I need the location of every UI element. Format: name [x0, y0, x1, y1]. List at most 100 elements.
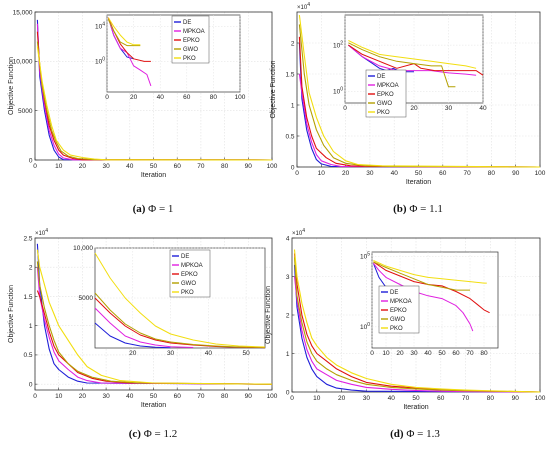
x-tick-label: 40 — [126, 393, 134, 400]
y-tick-label: 2 — [291, 40, 295, 47]
x-tick-label: 80 — [221, 163, 229, 170]
series-line-gwo — [36, 41, 273, 161]
legend-label-gwo: GWO — [181, 281, 196, 287]
legend-label-epko: EPKO — [183, 38, 200, 44]
x-tick-label: 30 — [366, 170, 374, 177]
inset-x-tick-label: 20 — [129, 350, 137, 357]
x-tick-label: 80 — [487, 395, 495, 402]
y-tick-label: 1 — [286, 351, 290, 358]
x-tick-label: 10 — [55, 163, 63, 170]
inset-x-tick-label: 0 — [105, 94, 109, 101]
series-line-gwo — [36, 261, 273, 385]
inset-series-line-epko — [373, 261, 490, 314]
x-tick-label: 60 — [437, 395, 445, 402]
x-tick-label: 60 — [439, 170, 447, 177]
y-tick-label: 2.5 — [23, 235, 32, 242]
y-tick-label: 1.5 — [285, 71, 294, 78]
inset-x-tick-label: 40 — [157, 94, 165, 101]
inset-series-line-mpkoa — [373, 262, 474, 332]
panel-caption: (d) Φ = 1.3 — [390, 428, 440, 440]
x-tick-label: 20 — [79, 163, 87, 170]
series-line-epko — [298, 36, 541, 168]
inset-x-tick-label: 50 — [438, 350, 446, 357]
x-tick-label: 90 — [245, 393, 253, 400]
panel-caption: (c) Φ = 1.2 — [129, 428, 177, 440]
axis-exponent: ×104 — [292, 228, 305, 237]
series-line-de — [298, 42, 541, 168]
inset-x-tick-label: 10 — [382, 350, 390, 357]
legend-label-gwo: GWO — [390, 317, 405, 323]
x-axis-label: Iteration — [403, 404, 428, 411]
caption-equation: Φ = 1.2 — [144, 428, 178, 440]
x-tick-label: 100 — [267, 163, 278, 170]
inset-series-line-pko — [348, 40, 477, 69]
inset-series-line-gwo — [107, 19, 141, 47]
y-tick-label: 1 — [29, 323, 33, 330]
x-tick-label: 20 — [342, 170, 350, 177]
legend-label-de: DE — [390, 290, 398, 296]
inset-x-tick-label: 0 — [370, 350, 374, 357]
series-line-pko — [293, 249, 541, 393]
axis-exponent: ×104 — [35, 228, 48, 237]
legend-label-pko: PKO — [377, 110, 390, 116]
x-tick-label: 30 — [102, 163, 110, 170]
chart-panel-3: 0 10 20 30 40 50 60 70 80 90 100 0 0.5 1 1.5 2 2.5×104 It… — [8, 228, 278, 440]
y-tick-label: 0.5 — [285, 133, 294, 140]
inset-series-line-pko — [373, 260, 487, 284]
x-tick-label: 100 — [535, 170, 546, 177]
x-tick-label: 60 — [174, 163, 182, 170]
x-tick-label: 40 — [388, 395, 396, 402]
y-tick-label: 2 — [29, 265, 33, 272]
x-tick-label: 10 — [318, 170, 326, 177]
caption-equation: Φ = 1 — [148, 203, 173, 215]
y-tick-label: 5000 — [18, 108, 33, 115]
inset-x-tick-label: 50 — [242, 350, 250, 357]
inset-x-tick-label: 20 — [130, 94, 138, 101]
x-axis-label: Iteration — [406, 179, 431, 186]
caption-equation: Φ = 1.3 — [406, 428, 440, 440]
series-line-de — [36, 19, 273, 161]
inset-y-tick-label: 102 — [333, 40, 343, 49]
inset-x-tick-label: 20 — [410, 105, 418, 112]
inset-series-line-mpkoa — [107, 17, 152, 87]
inset-x-tick-label: 30 — [445, 105, 453, 112]
y-tick-label: 2 — [286, 312, 290, 319]
legend-label-mpkoa: MPKOA — [390, 299, 412, 305]
y-tick-label: 4 — [286, 235, 290, 242]
caption-letter: (b) — [393, 203, 409, 215]
series-line-mpkoa — [293, 276, 541, 393]
series-line-gwo — [293, 257, 541, 393]
y-axis-label: Objective Function — [270, 60, 277, 118]
x-tick-label: 50 — [412, 395, 420, 402]
x-tick-label: 40 — [126, 163, 134, 170]
x-tick-label: 100 — [535, 395, 546, 402]
x-tick-label: 10 — [55, 393, 63, 400]
inset-y-tick-label: 100 — [95, 57, 105, 66]
legend-label-mpkoa: MPKOA — [181, 263, 203, 269]
inset-chart: 5000 10,000 20 30 40 50 — [73, 245, 266, 357]
x-tick-label: 20 — [79, 393, 87, 400]
x-tick-label: 50 — [415, 170, 423, 177]
panel-caption: (a) Φ = 1 — [133, 203, 174, 215]
inset-series-line-mpkoa — [348, 44, 477, 76]
inset-series-line-gwo — [373, 261, 470, 291]
legend-label-de: DE — [183, 20, 191, 26]
series-line-pko — [36, 46, 273, 161]
inset-y-tick-label: 105 — [360, 251, 370, 260]
series-line-gwo — [298, 24, 541, 168]
inset-series-line-de — [94, 322, 171, 349]
inset-x-tick-label: 80 — [480, 350, 488, 357]
series-line-mpkoa — [36, 267, 273, 385]
x-axis-label: Iteration — [141, 172, 166, 179]
legend-label-mpkoa: MPKOA — [183, 29, 205, 35]
y-tick-label: 0.5 — [23, 352, 32, 359]
legend: DE MPKOA EPKO GWO PKO — [378, 285, 420, 334]
x-tick-label: 60 — [174, 393, 182, 400]
x-tick-label: 30 — [102, 393, 110, 400]
inset-y-tick-label: 5000 — [79, 295, 94, 302]
x-tick-label: 0 — [290, 395, 294, 402]
inset-x-tick-label: 30 — [410, 350, 418, 357]
legend-label-de: DE — [181, 254, 189, 260]
x-tick-label: 70 — [463, 170, 471, 177]
